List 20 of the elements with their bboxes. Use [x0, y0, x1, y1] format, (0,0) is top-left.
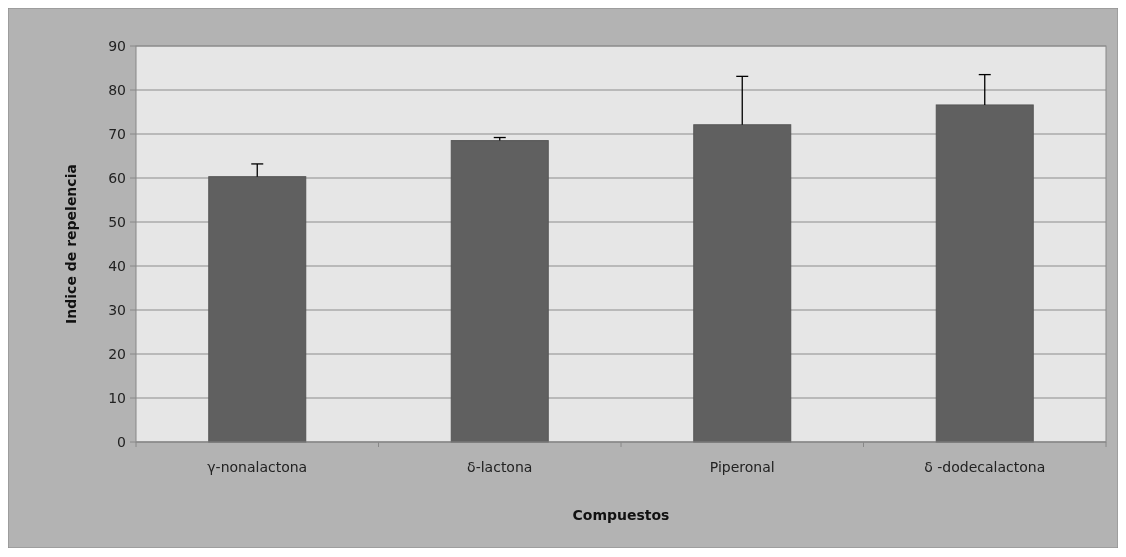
x-tick-label: γ-nonalactona: [207, 459, 308, 475]
x-tick-label: δ -dodecalactona: [924, 459, 1046, 475]
bar: [450, 140, 549, 443]
y-tick-label: 30: [108, 301, 126, 318]
y-tick-label: 60: [108, 169, 126, 186]
x-tick-label: Piperonal: [709, 459, 775, 475]
y-tick-label: 40: [108, 257, 126, 274]
y-tick-label: 0: [117, 433, 126, 450]
y-tick-label: 80: [108, 81, 126, 98]
bar: [693, 124, 792, 443]
y-tick-label: 90: [108, 37, 126, 54]
x-tick-label: δ-lactona: [467, 459, 533, 475]
y-tick-label: 10: [108, 389, 126, 406]
x-axis-title: Compuestos: [572, 507, 670, 523]
y-tick-label: 70: [108, 125, 126, 142]
bar: [935, 104, 1034, 443]
bar: [208, 176, 307, 443]
y-axis-title: Indice de repelencia: [63, 164, 79, 324]
y-tick-label: 20: [108, 345, 126, 362]
y-tick-label: 50: [108, 213, 126, 230]
